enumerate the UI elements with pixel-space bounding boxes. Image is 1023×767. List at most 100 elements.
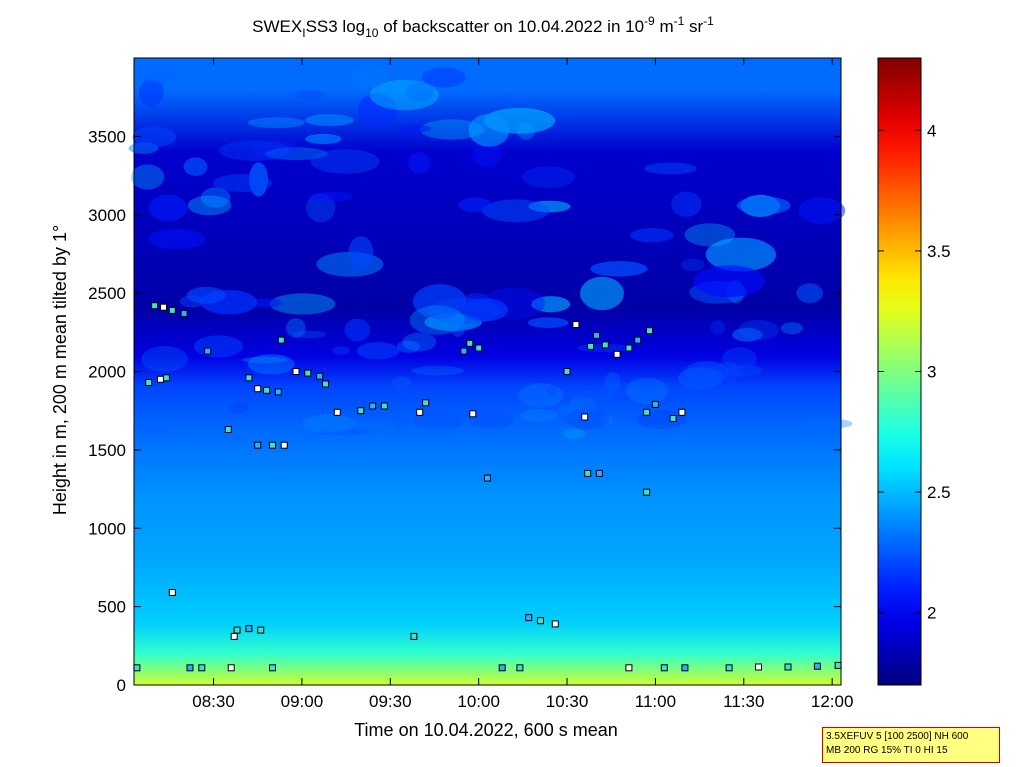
cloud-base-marker — [516, 664, 524, 672]
cloud-patches — [128, 64, 853, 440]
cloud-patch — [693, 265, 765, 298]
x-tick-label: 10:00 — [457, 692, 500, 711]
cloud-patch — [269, 293, 336, 315]
cloud-base-marker — [678, 408, 686, 416]
cloud-base-marker — [646, 327, 653, 335]
x-axis-label: Time on 10.04.2022, 600 s mean — [354, 720, 618, 740]
cloud-base-marker — [269, 664, 276, 672]
cloud-base-marker — [460, 347, 468, 355]
cloud-base-marker — [269, 441, 276, 449]
cloud-patch — [527, 317, 569, 329]
cloud-patch — [736, 196, 791, 215]
cloud-base-marker — [581, 413, 589, 421]
cloud-patch — [625, 377, 669, 404]
cloud-patch — [218, 140, 291, 161]
cloud-patch — [148, 194, 188, 222]
cloud-patch — [141, 346, 188, 372]
cloud-base-marker — [587, 342, 595, 350]
cloud-base-marker — [572, 321, 580, 328]
y-axis-label: Height in m, 200 m mean tilted by 1° — [50, 225, 70, 515]
cloud-base-marker — [316, 372, 324, 380]
cloud-patch — [344, 318, 371, 342]
cloud-patch — [183, 157, 208, 176]
cloud-patch — [402, 332, 437, 352]
cloud-patch — [305, 114, 354, 126]
cloud-patch — [193, 335, 243, 358]
cloud-patch — [352, 64, 388, 88]
cloud-patch — [247, 354, 295, 375]
cloud-base-marker — [681, 664, 689, 672]
x-tick-label: 11:30 — [723, 692, 764, 711]
cloud-base-marker — [593, 331, 600, 339]
cloud-base-marker — [422, 399, 430, 407]
y-tick-label: 3000 — [88, 206, 126, 225]
cloud-base-marker — [145, 379, 153, 386]
x-tick-label: 08:30 — [192, 692, 235, 711]
cloud-base-marker — [357, 407, 365, 415]
cloud-base-marker — [669, 415, 677, 422]
cloud-base-marker — [563, 368, 571, 375]
cloud-patch — [356, 342, 400, 360]
cloud-patch — [292, 330, 326, 339]
cloud-patch — [482, 199, 550, 223]
cloud-base-marker — [416, 408, 424, 416]
cloud-base-marker — [254, 441, 262, 449]
cloud-base-marker — [469, 410, 477, 418]
x-tick-label: 10:30 — [546, 692, 589, 711]
cloud-patch — [294, 90, 325, 100]
cloud-patch — [140, 69, 178, 83]
cloud-base-marker — [180, 310, 188, 317]
cloud-patch — [562, 428, 586, 440]
cloud-patch — [186, 286, 226, 304]
cloud-patch — [187, 195, 232, 216]
cloud-base-marker — [601, 341, 609, 349]
infobox-line-2: MB 200 RG 15% TI 0 HI 15 — [826, 745, 948, 756]
cloud-base-marker — [466, 339, 474, 347]
cloud-patch — [348, 420, 383, 428]
cloud-base-marker — [227, 664, 235, 672]
cloud-patch — [249, 162, 268, 197]
colorbar-tick-label: 2.5 — [927, 483, 951, 502]
cloud-patch — [411, 366, 465, 376]
colorbar: 2 2.5 3 3.5 4 — [877, 57, 951, 686]
y-axis: 0 500 1000 1500 2000 2500 3000 3500 — [88, 127, 841, 695]
cloud-base-marker — [245, 374, 253, 382]
cloud-patch — [737, 320, 779, 340]
cloud-patch — [732, 328, 763, 342]
cloud-patch — [392, 376, 411, 390]
cloud-base-marker — [198, 664, 206, 672]
cloud-patch — [200, 187, 231, 208]
cloud-base-marker — [755, 663, 762, 671]
cloud-patch — [310, 149, 380, 174]
y-tick-label: 2500 — [88, 284, 126, 303]
cloud-patch — [681, 258, 705, 272]
y-tick-label: 1500 — [88, 441, 126, 460]
cloud-patch — [671, 191, 702, 217]
cloud-base-marker — [224, 426, 232, 433]
cloud-patch — [252, 141, 299, 158]
cloud-patch — [394, 416, 411, 433]
cloud-base-marker — [292, 368, 300, 375]
cloud-patch — [419, 119, 485, 140]
cloud-patch — [468, 113, 510, 147]
cloud-base-marker — [233, 626, 241, 634]
y-tick-label: 1000 — [88, 519, 126, 538]
cloud-base-marker — [475, 344, 483, 352]
cloud-patch — [471, 141, 502, 168]
cloud-base-marker — [625, 664, 633, 672]
y-tick-label: 0 — [117, 676, 126, 695]
cloud-base-marker — [784, 663, 792, 671]
cloud-patch — [458, 197, 492, 213]
cloud-base-marker — [168, 306, 176, 314]
cloud-base-marker — [584, 469, 592, 477]
cloud-patch — [310, 191, 354, 202]
cloud-patch — [797, 418, 853, 430]
cloud-patch — [136, 413, 174, 435]
x-tick-label: 12:00 — [811, 692, 854, 711]
cloud-patch — [677, 367, 724, 390]
cloud-patch — [630, 228, 674, 243]
colorbar-ticks: 2 2.5 3 3.5 4 — [878, 121, 951, 623]
cloud-patch — [604, 372, 621, 393]
cloud-patch — [348, 236, 374, 270]
